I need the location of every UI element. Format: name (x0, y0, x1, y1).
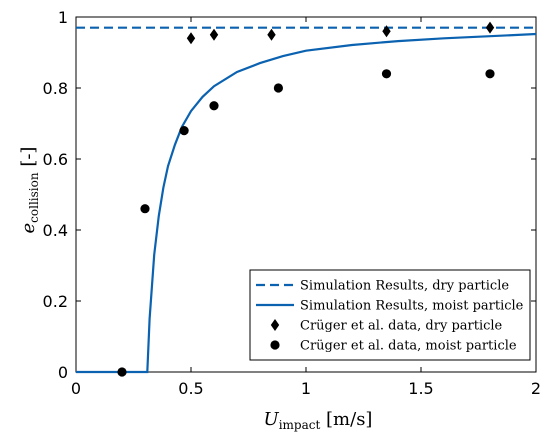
x-tick-label: 2 (531, 379, 541, 398)
legend-item: Simulation Results, dry particle (256, 279, 509, 294)
series-layer (76, 21, 537, 377)
y-tick-label: 1 (58, 8, 68, 27)
x-tick-label: 0 (71, 379, 81, 398)
legend-swatch (270, 319, 280, 331)
data-point-moist (485, 69, 495, 79)
data-point-moist (117, 367, 127, 377)
legend-label: Simulation Results, dry particle (300, 279, 509, 294)
y-tick-label: 0.6 (43, 150, 68, 169)
plot-area: 0 0.5 1 1.5 2 0 0.2 0.4 0.6 0.8 1 (43, 8, 542, 398)
y-axis-label-var: e (18, 223, 39, 234)
data-point-dry (186, 32, 196, 45)
x-axis-label-unit: [m/s] (320, 409, 372, 430)
legend-item: Crüger et al. data, moist particle (270, 339, 517, 354)
x-axis-label-var: U (264, 409, 280, 430)
y-axis-label-unit: [-] (18, 147, 39, 173)
data-point-dry (267, 28, 276, 41)
data-point-moist (273, 83, 283, 93)
y-tick-label: 0.4 (43, 221, 68, 240)
data-point-dry (485, 21, 495, 34)
x-axis-label-sub: impact (279, 418, 321, 432)
series-line-moist (76, 32, 537, 374)
legend-label: Crüger et al. data, moist particle (300, 339, 517, 354)
y-axis-label-sub: collision (27, 172, 41, 223)
y-axis-label: ecollision [-] (18, 147, 41, 234)
x-tick-label: 1 (301, 379, 311, 398)
legend-label: Crüger et al. data, dry particle (300, 319, 503, 334)
legend-label: Simulation Results, moist particle (300, 299, 524, 314)
y-tick-label: 0.8 (43, 79, 68, 98)
x-tick-label: 0.5 (178, 379, 203, 398)
svg-text:ecollision [-]: ecollision [-] (18, 147, 41, 234)
x-axis-label: Uimpact [m/s] (264, 409, 373, 432)
y-tick-label: 0 (58, 363, 68, 382)
data-point-moist (381, 69, 392, 79)
legend-item: Simulation Results, moist particle (256, 299, 524, 314)
x-tick-label: 1.5 (408, 379, 433, 398)
axis-ticks: 0 0.5 1 1.5 2 0 0.2 0.4 0.6 0.8 1 (43, 8, 542, 398)
data-point-moist (179, 126, 189, 136)
svg-text:Uimpact [m/s]: Uimpact [m/s] (264, 409, 373, 432)
data-point-moist (140, 204, 150, 214)
data-point-dry (209, 28, 219, 41)
legend-item: Crüger et al. data, dry particle (270, 319, 503, 334)
data-point-moist (209, 101, 219, 111)
y-tick-label: 0.2 (43, 292, 68, 311)
legend: Simulation Results, dry particle Simulati… (249, 269, 531, 361)
legend-swatch (270, 340, 280, 350)
data-point-dry (382, 25, 391, 38)
